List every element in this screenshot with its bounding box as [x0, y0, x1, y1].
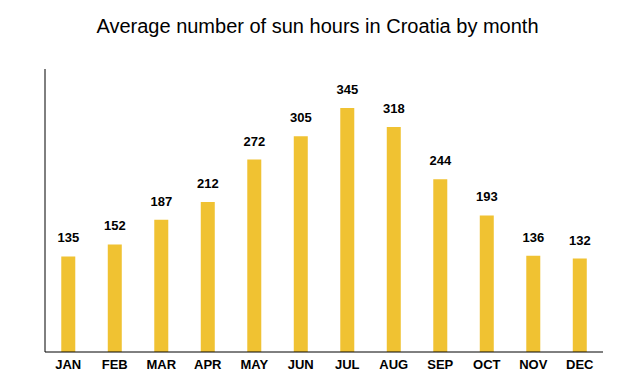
svg-text:132: 132: [569, 233, 591, 248]
svg-text:JUL: JUL: [335, 357, 360, 372]
svg-text:MAR: MAR: [146, 357, 176, 372]
html-text:Average number of sun hours in: Average number of sun hours in Croatia b…: [96, 15, 539, 37]
svg-text:212: 212: [197, 176, 219, 191]
svg-text:152: 152: [104, 218, 126, 233]
svg-text:305: 305: [290, 110, 312, 125]
svg-text:SEP: SEP: [427, 357, 453, 372]
svg-text:APR: APR: [194, 357, 222, 372]
svg-text:193: 193: [476, 189, 498, 204]
svg-text:187: 187: [150, 194, 172, 209]
svg-text:JUN: JUN: [288, 357, 314, 372]
svg-text:345: 345: [336, 82, 358, 97]
svg-text:244: 244: [429, 153, 451, 168]
svg-text:FEB: FEB: [102, 357, 128, 372]
svg-text:NOV: NOV: [519, 357, 548, 372]
svg-text:272: 272: [243, 134, 265, 149]
svg-text:AUG: AUG: [379, 357, 408, 372]
svg-text:OCT: OCT: [473, 357, 501, 372]
svg-text:136: 136: [522, 230, 544, 245]
svg-text:MAY: MAY: [240, 357, 268, 372]
svg-text:135: 135: [57, 230, 79, 245]
svg-text:318: 318: [383, 101, 405, 116]
svg-text:DEC: DEC: [566, 357, 594, 372]
svg-text:JAN: JAN: [55, 357, 81, 372]
